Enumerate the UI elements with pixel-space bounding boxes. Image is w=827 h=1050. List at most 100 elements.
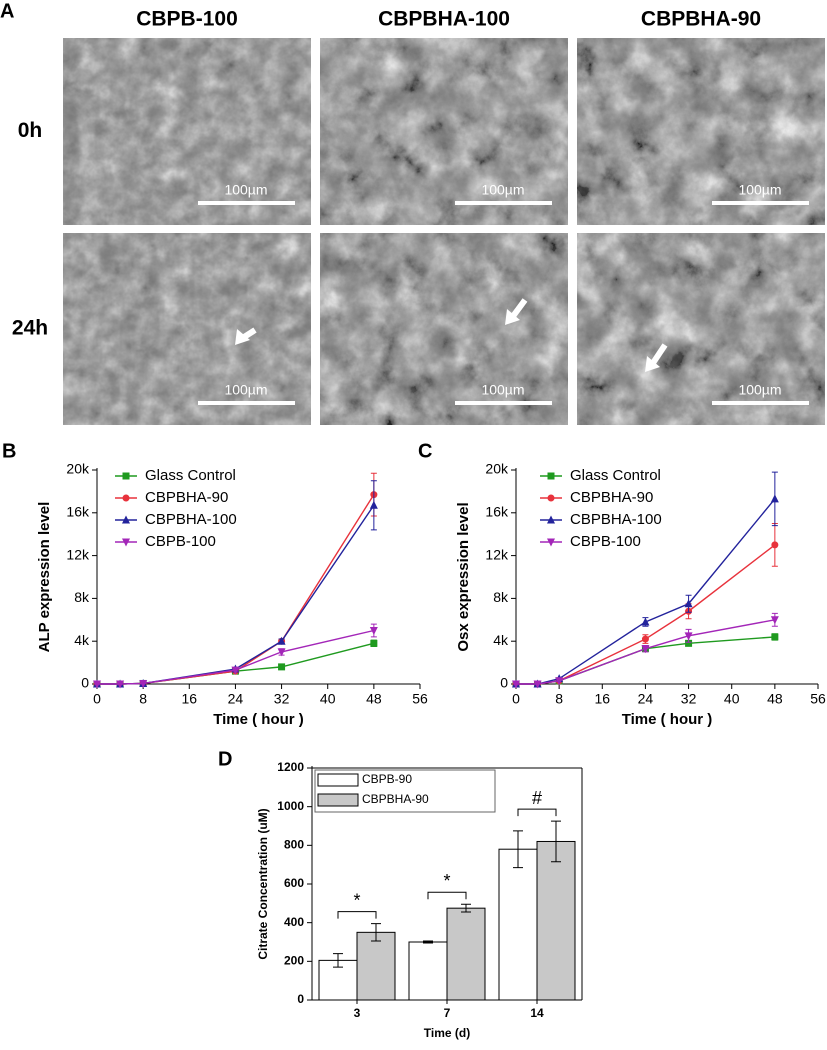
x-axis-label: Time (d) bbox=[424, 1026, 470, 1040]
x-tick-label: 14 bbox=[530, 1006, 544, 1020]
scale-bar-label: 100µm bbox=[224, 182, 267, 198]
x-tick-label: 7 bbox=[444, 1006, 451, 1020]
y-tick-label: 4k bbox=[74, 632, 90, 648]
x-tick-label: 40 bbox=[320, 691, 336, 707]
marker bbox=[641, 635, 649, 643]
marker bbox=[93, 680, 101, 689]
x-tick-label: 16 bbox=[594, 691, 610, 707]
marker bbox=[771, 541, 779, 549]
arrow-head bbox=[645, 356, 660, 372]
marker bbox=[122, 494, 130, 502]
scale-bar-label: 100µm bbox=[224, 382, 267, 398]
y-tick-label: 0 bbox=[297, 992, 304, 1006]
marker bbox=[369, 627, 378, 635]
marker bbox=[122, 538, 130, 547]
marker bbox=[278, 663, 286, 671]
marker bbox=[547, 515, 555, 524]
scale-bar-label: 100µm bbox=[481, 182, 524, 198]
row-label: 0h bbox=[18, 119, 43, 142]
sem-texture bbox=[320, 233, 568, 425]
marker bbox=[122, 515, 130, 524]
x-tick-label: 48 bbox=[767, 691, 783, 707]
y-tick-label: 4k bbox=[493, 632, 509, 648]
marker bbox=[547, 538, 555, 547]
marker bbox=[533, 680, 542, 689]
sem-texture bbox=[63, 233, 311, 425]
marker bbox=[547, 494, 555, 502]
column-title: CBPBHA-90 bbox=[641, 8, 761, 31]
significance-label: * bbox=[353, 890, 360, 910]
series-line bbox=[97, 629, 375, 685]
series-line bbox=[97, 504, 375, 685]
y-tick-label: 1200 bbox=[277, 760, 304, 774]
y-tick-label: 400 bbox=[284, 915, 304, 929]
error-bar bbox=[513, 830, 523, 869]
series-line bbox=[516, 544, 776, 685]
marker bbox=[512, 680, 520, 689]
y-tick-label: 20k bbox=[66, 461, 90, 477]
x-tick-label: 56 bbox=[412, 691, 428, 707]
charts: B 0 4k 8k 12k 16k 20k ALP expression level Time … bbox=[2, 440, 826, 1040]
marker bbox=[771, 633, 779, 641]
y-tick-label: 20k bbox=[485, 461, 509, 477]
panel-label: A bbox=[0, 0, 14, 22]
marker bbox=[369, 500, 378, 509]
legend-label: CBPB-90 bbox=[362, 772, 412, 786]
x-tick-label: 24 bbox=[228, 691, 244, 707]
panel-a: A CBPB-100 CBPBHA-100 CBPBHA-90 0h 100µm 100µ… bbox=[0, 0, 825, 425]
legend-label: CBPBHA-100 bbox=[145, 511, 237, 528]
y-tick-label: 16k bbox=[66, 504, 90, 520]
x-axis-label: Time ( hour ) bbox=[213, 711, 304, 728]
y-tick-label: 600 bbox=[284, 876, 304, 890]
y-tick-label: 200 bbox=[284, 954, 304, 968]
error-bar bbox=[371, 923, 381, 942]
legend-swatch bbox=[317, 773, 359, 787]
row-label: 24h bbox=[12, 317, 48, 340]
marker bbox=[641, 617, 650, 626]
y-axis-label: ALP expression level bbox=[36, 502, 53, 653]
bar bbox=[498, 848, 538, 1001]
x-tick-label: 8 bbox=[139, 691, 147, 707]
significance-bracket bbox=[337, 911, 377, 919]
y-tick-label: 1000 bbox=[277, 799, 304, 813]
marker bbox=[116, 680, 125, 689]
x-tick-label: 56 bbox=[810, 691, 826, 707]
column-title: CBPB-100 bbox=[136, 8, 238, 31]
sem-texture bbox=[320, 38, 568, 225]
y-axis-label: Citrate Concentration (uM) bbox=[256, 808, 270, 959]
x-tick-label: 48 bbox=[366, 691, 382, 707]
sem-texture bbox=[577, 233, 825, 425]
y-tick-label: 12k bbox=[66, 546, 90, 562]
marker bbox=[547, 472, 555, 480]
y-tick-label: 800 bbox=[284, 838, 304, 852]
error-bar bbox=[551, 820, 561, 863]
error-bar bbox=[461, 903, 471, 913]
marker bbox=[685, 639, 693, 647]
panel-label: D bbox=[218, 748, 232, 770]
x-tick-label: 3 bbox=[354, 1006, 361, 1020]
x-tick-label: 32 bbox=[681, 691, 697, 707]
x-tick-label: 0 bbox=[512, 691, 520, 707]
bar bbox=[408, 941, 448, 1001]
legend-label: CBPBHA-100 bbox=[570, 511, 662, 528]
y-tick-label: 12k bbox=[485, 546, 509, 562]
error-bar bbox=[423, 940, 433, 944]
marker bbox=[122, 472, 130, 480]
x-tick-label: 24 bbox=[638, 691, 654, 707]
series-line bbox=[516, 619, 775, 685]
marker bbox=[277, 636, 286, 645]
legend-box bbox=[314, 769, 496, 813]
scale-bar-label: 100µm bbox=[738, 382, 781, 398]
significance-bracket bbox=[427, 891, 467, 900]
significance-label: * bbox=[443, 871, 450, 891]
y-tick-label: 8k bbox=[74, 589, 90, 605]
legend-label: CBPBHA-90 bbox=[570, 489, 653, 506]
y-tick-label: 16k bbox=[485, 504, 509, 520]
bar bbox=[356, 931, 396, 1001]
x-tick-label: 32 bbox=[274, 691, 290, 707]
marker bbox=[555, 677, 564, 686]
x-tick-label: 8 bbox=[555, 691, 563, 707]
sem-texture bbox=[63, 38, 311, 225]
marker bbox=[231, 666, 240, 675]
